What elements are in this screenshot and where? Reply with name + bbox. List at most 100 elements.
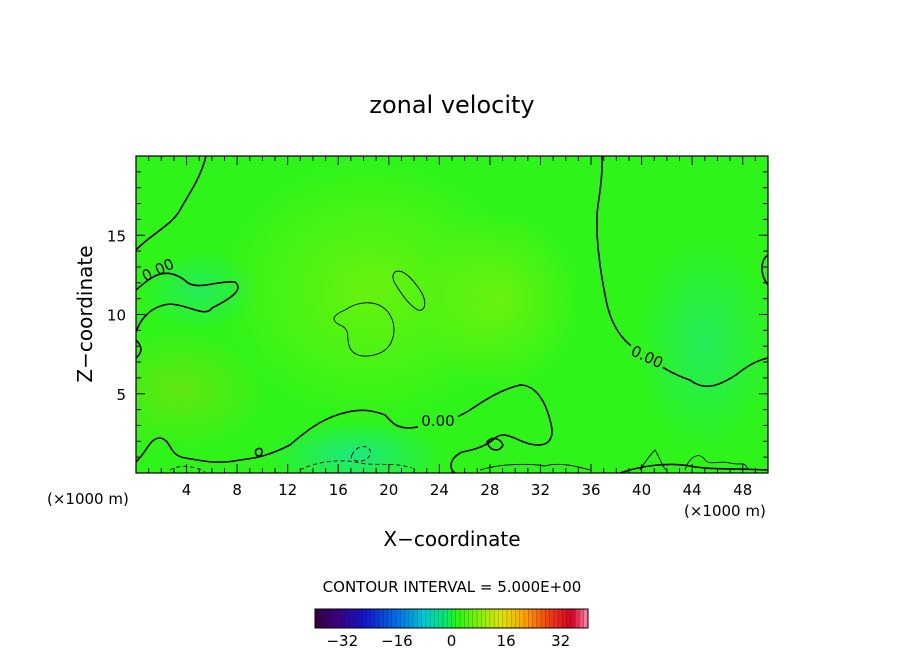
colorbar-cell <box>447 609 452 628</box>
colorbar-tick-label: −32 <box>326 632 358 650</box>
negative-anomaly <box>265 420 445 473</box>
colorbar-cell <box>583 609 589 628</box>
colorbar-cell <box>511 609 516 628</box>
colorbar-cell <box>319 609 324 628</box>
y-tick-label: 5 <box>116 386 126 404</box>
colorbar-tick-label: 16 <box>497 632 516 650</box>
contour-zero-upper-left <box>136 156 207 251</box>
contour-thin-positive <box>333 302 395 357</box>
colorbar-cell <box>421 609 427 628</box>
colorbar-cell <box>545 609 550 628</box>
colorbar-cell <box>558 609 563 628</box>
colorbar-cell <box>477 609 482 628</box>
colorbar-cell <box>481 609 486 628</box>
colorbar-cell <box>417 609 422 628</box>
contour-dashed-negative <box>169 465 206 473</box>
colorbar-cell <box>323 609 329 628</box>
colorbar-cell <box>434 609 440 628</box>
colorbar-cell <box>344 609 350 628</box>
contour-zero-left <box>136 272 239 333</box>
colorbar-cell <box>387 609 393 628</box>
x-unit-label-right: (×1000 m) <box>684 502 766 520</box>
x-tick-label: 8 <box>232 481 242 499</box>
colorbar-cell <box>396 609 401 628</box>
contour-small-loop <box>254 447 263 457</box>
y-tick-label: 10 <box>107 307 126 325</box>
contour-thin-bottom <box>639 449 667 471</box>
colorbar-cell <box>315 609 320 628</box>
x-tick-label: 12 <box>278 481 297 499</box>
x-tick-label: 28 <box>480 481 499 499</box>
contour-label-bg <box>140 250 180 279</box>
colorbar-cell <box>536 609 542 628</box>
colorbar-cell <box>468 609 474 628</box>
contour-dashed-negative <box>299 460 413 471</box>
colorbar-cell <box>383 609 388 628</box>
contour-zero-left-lower <box>136 339 142 359</box>
colorbar-cell <box>400 609 405 628</box>
contour-label: 0.00 <box>421 412 454 430</box>
colorbar-cell <box>336 609 341 628</box>
y-tick-label: 15 <box>107 227 126 245</box>
colorbar-cell <box>579 609 585 628</box>
contour-label-bg <box>418 412 458 428</box>
contour-interval-text: CONTOUR INTERVAL = 5.000E+00 <box>323 578 582 596</box>
colorbar-cell <box>370 609 376 628</box>
colorbar-cell <box>549 609 555 628</box>
colorbar-cell <box>464 609 469 628</box>
x-tick-label: 48 <box>733 481 752 499</box>
colorbar-cell <box>391 609 397 628</box>
colorbar-cell <box>374 609 380 628</box>
y-axis-title: Z−coordinate <box>73 245 97 382</box>
contour-thin-bottom <box>479 463 591 471</box>
colorbar-cell <box>519 609 525 628</box>
colorbar-cell <box>566 609 572 628</box>
colorbar-cell <box>340 609 346 628</box>
colorbar-cell <box>327 609 333 628</box>
colorbar-cell <box>570 609 576 628</box>
colorbar-cell <box>430 609 435 628</box>
negative-anomaly <box>635 235 768 455</box>
positive-anomaly <box>420 210 580 390</box>
contour-zero-bottom-right <box>619 463 768 473</box>
colorbar-cell <box>528 609 533 628</box>
colorbar-cell <box>442 609 448 628</box>
colorbar-cell <box>378 609 384 628</box>
x-tick-label: 32 <box>531 481 550 499</box>
x-axis-title: X−coordinate <box>383 527 520 551</box>
chart-title: zonal velocity <box>369 91 534 119</box>
colorbar-cell <box>349 609 354 628</box>
colorbar-cell <box>489 609 495 628</box>
x-tick-label: 24 <box>430 481 449 499</box>
colorbar <box>314 608 589 629</box>
colorbar-cell <box>332 609 337 628</box>
colorbar-cell <box>438 609 444 628</box>
colorbar-cell <box>366 609 371 628</box>
colorbar-cell <box>506 609 512 628</box>
colorbar-cell <box>562 609 567 628</box>
contour-small-loop <box>486 437 504 451</box>
contour-zero-right <box>596 156 768 388</box>
x-tick-label: 44 <box>683 481 702 499</box>
contour-thin-bottom <box>684 455 749 471</box>
x-unit-label-left: (×1000 m) <box>47 490 129 508</box>
colorbar-cell <box>451 609 457 628</box>
colorbar-cell <box>524 609 529 628</box>
colorbar-cell <box>553 609 559 628</box>
contour-dashed-negative <box>350 446 371 462</box>
colorbar-cell <box>502 609 508 628</box>
colorbar-cell <box>472 609 478 628</box>
colorbar-cell <box>494 609 499 628</box>
y-axis: 5 10 15 <box>107 171 768 458</box>
colorbar-cell <box>353 609 358 628</box>
contour-thin-positive <box>392 270 426 311</box>
x-tick-label: 36 <box>581 481 600 499</box>
colorbar-cell <box>460 609 465 628</box>
colorbar-tick-label: 32 <box>551 632 570 650</box>
colorbar-cell <box>455 609 461 628</box>
colorbar-cell <box>404 609 410 628</box>
x-tick-label: 4 <box>182 481 192 499</box>
colorbar-cell <box>575 609 580 628</box>
colorbar-cell <box>425 609 431 628</box>
